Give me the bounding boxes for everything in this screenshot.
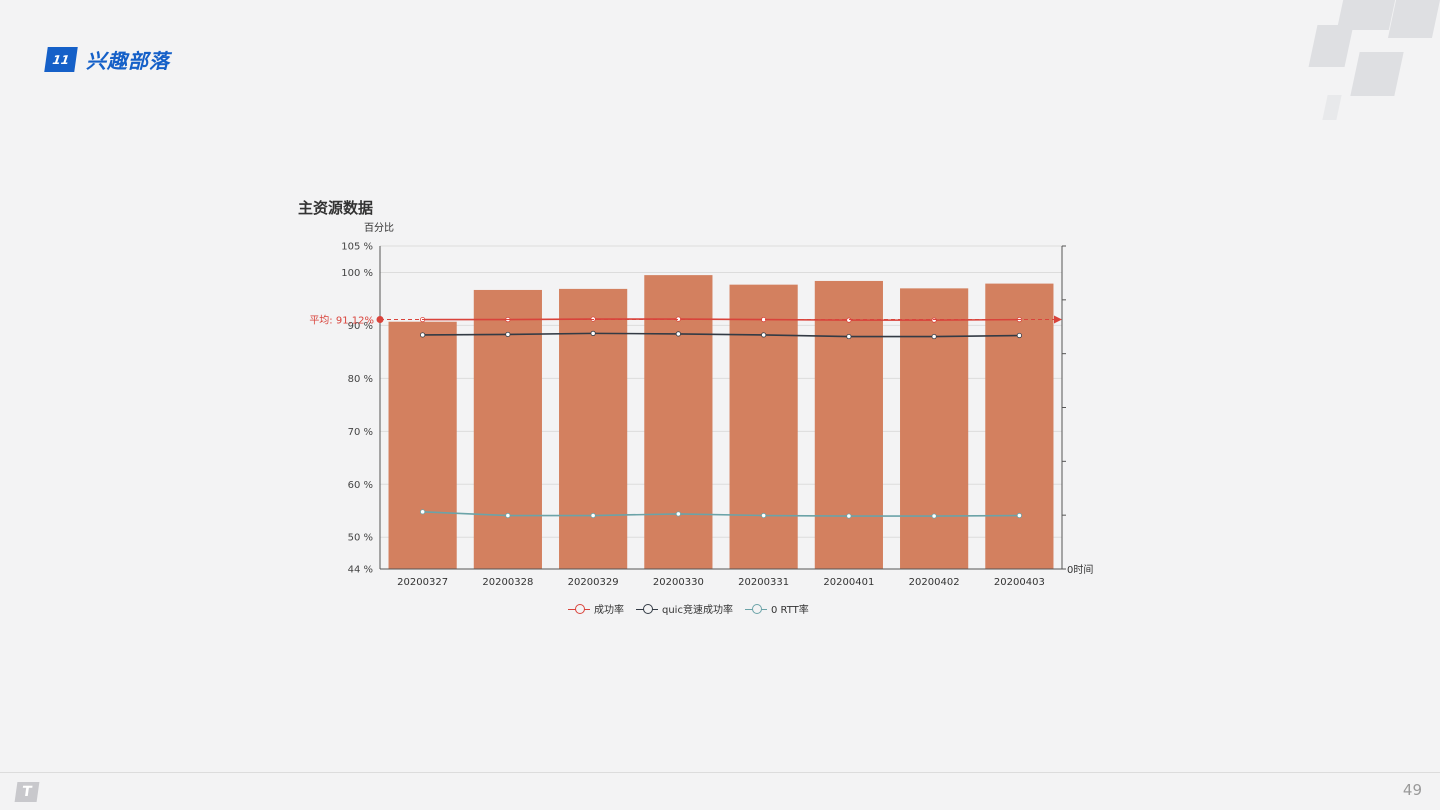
- series-point: [590, 512, 596, 519]
- bar: [729, 284, 798, 569]
- bar: [814, 280, 883, 569]
- series-point: [505, 331, 511, 338]
- series-point: [675, 331, 681, 337]
- bar: [644, 275, 713, 569]
- series-point: [505, 512, 511, 519]
- legend-label: 成功率: [594, 605, 624, 616]
- legend-swatch: [636, 603, 658, 615]
- y-tick-label: 100 %: [341, 268, 373, 279]
- series-point: [931, 333, 937, 340]
- series-point: [1016, 332, 1022, 339]
- x-tick-label: 20200330: [653, 577, 704, 588]
- y-tick-label: 60 %: [348, 480, 373, 491]
- y-tick-label: 44 %: [348, 565, 373, 576]
- y2-axis-label: 0时间: [1067, 563, 1093, 576]
- legend-swatch: [744, 603, 767, 615]
- series-point: [761, 332, 767, 338]
- y-tick-label: 50 %: [348, 533, 373, 544]
- y-tick-label: 90 %: [348, 321, 373, 332]
- markline-label: 平均: 91.12%: [309, 314, 374, 326]
- footer-logo: T: [14, 782, 40, 802]
- series-point: [675, 511, 681, 517]
- y-tick-label: 105 %: [341, 242, 373, 253]
- bar: [985, 283, 1054, 569]
- bar: [473, 289, 542, 569]
- page-number: 49: [1402, 781, 1422, 799]
- x-tick-label: 20200327: [397, 577, 448, 588]
- section-title: 兴趣部落: [86, 49, 170, 73]
- legend-item[interactable]: quic竞速成功率: [636, 601, 733, 616]
- series-point: [931, 317, 937, 323]
- header-decoration: [1350, 52, 1404, 96]
- y-tick-label: 70 %: [348, 427, 373, 438]
- series-line: [422, 332, 1020, 338]
- header-decoration: [1387, 0, 1440, 38]
- legend-label: quic竞速成功率: [662, 605, 733, 616]
- x-tick-label: 20200331: [738, 577, 789, 588]
- series-line: [422, 511, 1020, 517]
- bar: [388, 321, 457, 569]
- chart-legend: 成功率 quic竞速成功率 0 RTT率: [568, 601, 809, 616]
- legend-swatch: [568, 603, 590, 615]
- series-point: [420, 332, 426, 338]
- x-tick-label: 20200403: [994, 577, 1045, 588]
- series-point: [420, 509, 426, 515]
- legend-item[interactable]: 0 RTT率: [744, 601, 809, 616]
- markline-start-point: [376, 315, 384, 323]
- series-point: [931, 513, 937, 519]
- chart: 百分比 105 % 100 % 90 % 80 % 70 % 60 % 50 % 44 % 0时间…: [309, 222, 1093, 588]
- series-point: [846, 513, 852, 519]
- footer-divider: [0, 772, 1440, 773]
- bar: [900, 288, 969, 569]
- legend-item[interactable]: 成功率: [568, 601, 624, 616]
- series-point: [761, 512, 767, 519]
- legend-label: 0 RTT率: [770, 605, 809, 616]
- series-point: [846, 333, 852, 340]
- header-decoration: [1322, 95, 1342, 120]
- y-tick-label: 80 %: [348, 374, 373, 385]
- series-point: [590, 330, 596, 336]
- y-axis-label: 百分比: [364, 222, 394, 234]
- series-point: [846, 317, 852, 323]
- series-point: [1016, 512, 1022, 519]
- markline-arrow: [1054, 315, 1062, 324]
- chart-title: 主资源数据: [298, 199, 374, 217]
- header-decoration: [1308, 25, 1354, 67]
- x-tick-label: 20200401: [823, 577, 874, 588]
- slide-index-badge: 11: [44, 47, 78, 72]
- x-tick-label: 20200402: [909, 577, 960, 588]
- x-tick-label: 20200329: [568, 577, 619, 588]
- x-tick-label: 20200328: [482, 577, 533, 588]
